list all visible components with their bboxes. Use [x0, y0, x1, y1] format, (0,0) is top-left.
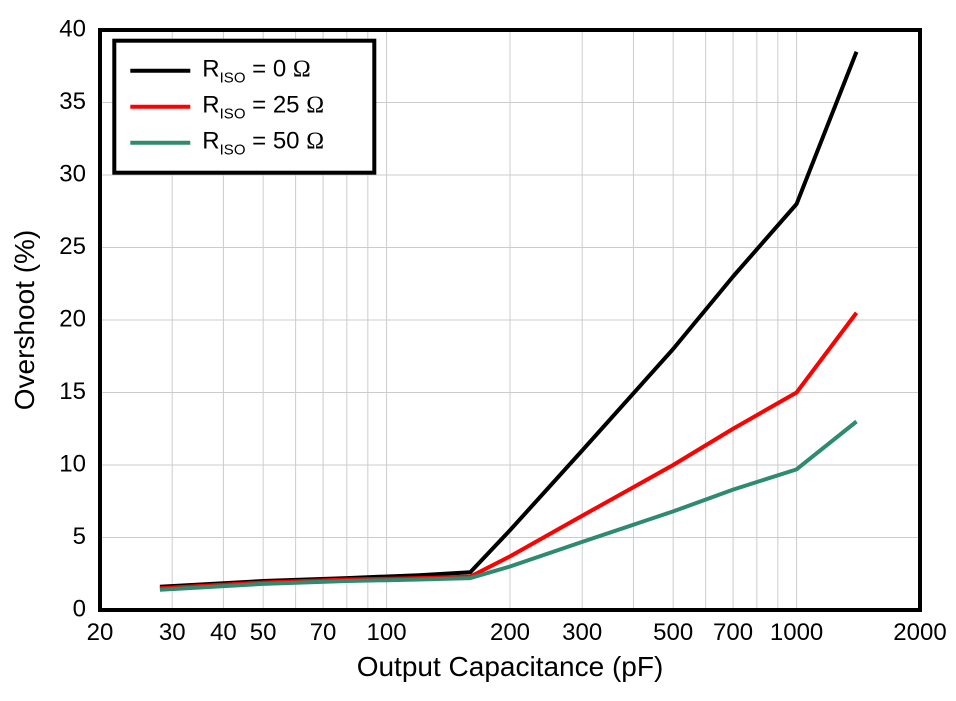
x-tick-label: 700	[713, 619, 753, 646]
x-tick-label: 20	[87, 619, 114, 646]
y-tick-label: 25	[59, 233, 86, 260]
x-tick-label: 300	[562, 619, 602, 646]
x-axis-label: Output Capacitance (pF)	[357, 651, 664, 682]
y-tick-label: 30	[59, 160, 86, 187]
chart-container: 0 5 10 15 20 25 30 35 40 20 30 40 50 70 100 200 300 500 70…	[0, 0, 956, 701]
y-tick-label: 15	[59, 378, 86, 405]
y-tick-label: 20	[59, 305, 86, 332]
x-tick-label: 100	[367, 619, 407, 646]
y-tick-label: 35	[59, 88, 86, 115]
x-tick-label: 200	[490, 619, 530, 646]
x-tick-label: 30	[159, 619, 186, 646]
legend: RISO = 0 ΩRISO = 25 ΩRISO = 50 Ω	[114, 41, 374, 173]
y-tick-label: 40	[59, 15, 86, 42]
y-tick-label: 5	[73, 523, 86, 550]
x-tick-label: 1000	[770, 619, 823, 646]
x-tick-label: 40	[210, 619, 237, 646]
x-tick-label: 2000	[893, 619, 946, 646]
x-tick-label: 50	[250, 619, 277, 646]
overshoot-vs-capacitance-chart: 0 5 10 15 20 25 30 35 40 20 30 40 50 70 100 200 300 500 70…	[0, 0, 956, 701]
x-tick-label: 500	[653, 619, 693, 646]
y-axis-label: Overshoot (%)	[9, 230, 40, 411]
y-tick-label: 10	[59, 450, 86, 477]
y-tick-label: 0	[73, 595, 86, 622]
x-tick-label: 70	[310, 619, 337, 646]
